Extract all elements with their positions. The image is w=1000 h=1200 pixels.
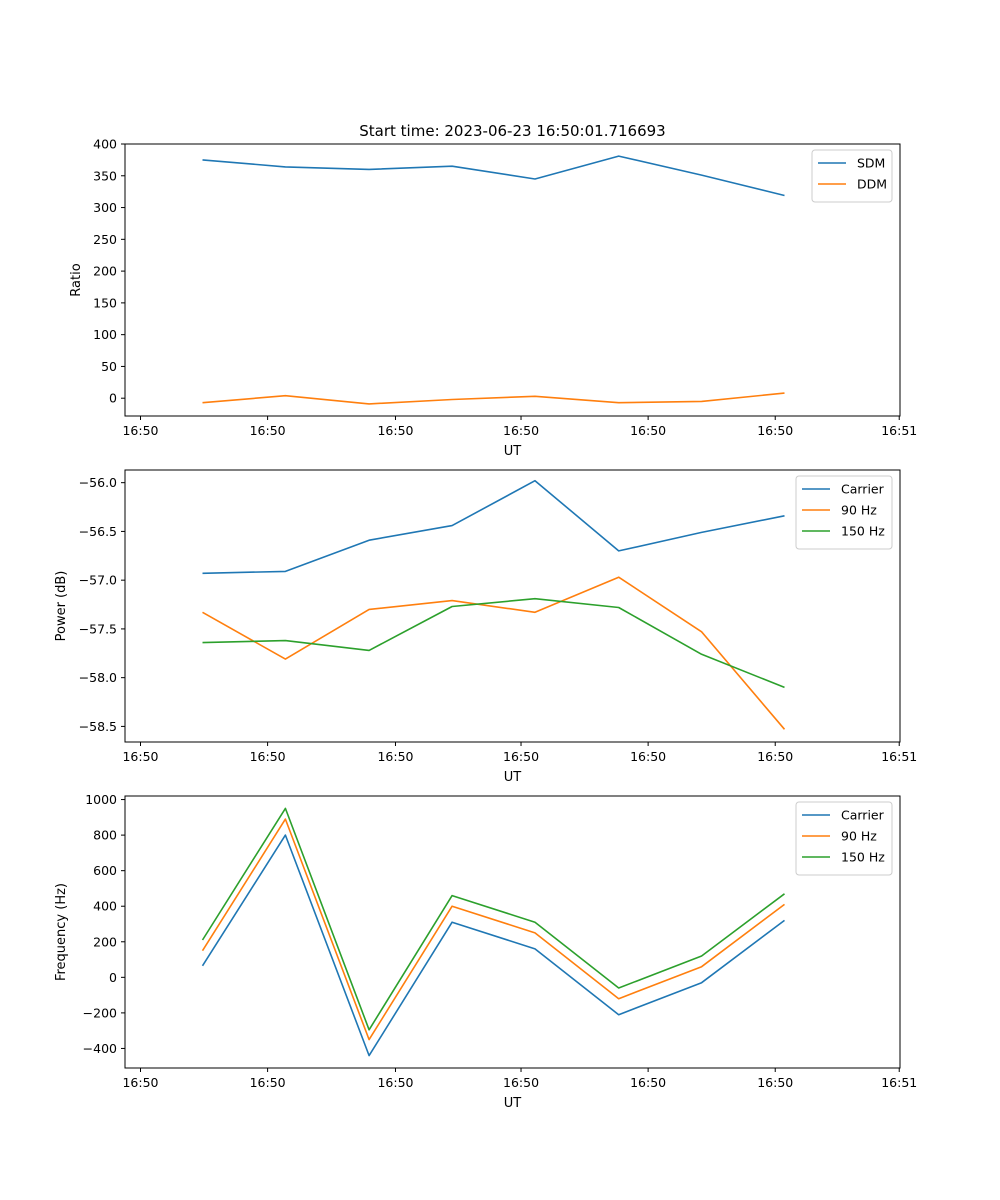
- x-tick-label: 16:50: [250, 749, 286, 764]
- x-tick-label: 16:50: [377, 749, 413, 764]
- x-tick-label: 16:50: [250, 423, 286, 438]
- legend-entry: Carrier: [841, 482, 885, 497]
- legend: Carrier 90 Hz 150 Hz: [795, 475, 893, 550]
- y-tick-label: 100: [93, 327, 117, 342]
- y-tick-label: −56.5: [79, 524, 117, 539]
- y-tick-label: 200: [93, 934, 117, 949]
- x-tick-label: 16:50: [122, 749, 158, 764]
- series-line-ddm: [202, 392, 785, 405]
- x-tick-label: 16:50: [377, 423, 413, 438]
- x-tick-label: 16:51: [881, 1075, 917, 1090]
- y-tick-label: 200: [93, 264, 117, 279]
- subplot-1: 16:50 16:50 16:50 16:50 16:50 16:50 16:51 0 50 10…: [69, 137, 917, 460]
- axes-frame: [124, 143, 901, 417]
- y-tick-label: 400: [93, 899, 117, 914]
- figure-title: Start time: 2023-06-23 16:50:01.716693: [359, 122, 665, 140]
- y-tick-label: −57.5: [79, 621, 117, 636]
- y-tick-label: 350: [93, 168, 117, 183]
- x-tick-label: 16:50: [757, 423, 793, 438]
- subplots: 16:50 16:50 16:50 16:50 16:50 16:50 16:51 0 50 10…: [54, 137, 917, 1112]
- legend-entry: DDM: [857, 177, 887, 192]
- y-axis-label: Frequency (Hz): [54, 883, 69, 981]
- x-tick-label: 16:50: [630, 423, 666, 438]
- x-tick-label: 16:50: [757, 1075, 793, 1090]
- y-tick-label: −57.0: [79, 573, 117, 588]
- x-tick-label: 16:50: [250, 1075, 286, 1090]
- y-tick-label: −58.0: [79, 670, 117, 685]
- y-axis-label: Power (dB): [54, 571, 69, 642]
- legend-entry: SDM: [857, 156, 885, 171]
- legend: SDM DDM: [811, 149, 893, 203]
- y-tick-label: 1000: [85, 792, 117, 807]
- x-tick-label: 16:50: [377, 1075, 413, 1090]
- y-tick-label: 300: [93, 200, 117, 215]
- legend-entry: 150 Hz: [841, 850, 885, 865]
- x-tick-label: 16:51: [881, 423, 917, 438]
- series-line-carrier: [201, 834, 785, 1057]
- series-line-150-hz: [201, 807, 785, 1031]
- x-axis-label: UT: [504, 1096, 522, 1111]
- x-tick-label: 16:51: [881, 749, 917, 764]
- series-line-90-hz: [201, 818, 785, 1041]
- y-tick-label: 150: [93, 295, 117, 310]
- axes-frame: [124, 469, 901, 743]
- legend-entry: 90 Hz: [841, 503, 877, 518]
- y-tick-label: −200: [83, 1005, 117, 1020]
- y-tick-label: 0: [109, 391, 117, 406]
- y-tick-label: −400: [83, 1041, 117, 1056]
- legend-entry: 90 Hz: [841, 829, 877, 844]
- y-tick-label: −56.0: [79, 475, 117, 490]
- series-line-150-hz: [202, 597, 785, 689]
- x-axis-label: UT: [504, 444, 522, 459]
- subplot-3: 16:50 16:50 16:50 16:50 16:50 16:50 16:51 −400 −…: [54, 792, 917, 1111]
- y-tick-label: 50: [101, 359, 117, 374]
- legend-entry: Carrier: [841, 808, 885, 823]
- x-tick-label: 16:50: [503, 1075, 539, 1090]
- subplot-2: 16:50 16:50 16:50 16:50 16:50 16:50 16:51 −58.5…: [54, 469, 917, 785]
- y-tick-label: 800: [93, 828, 117, 843]
- x-tick-label: 16:50: [757, 749, 793, 764]
- y-tick-label: 600: [93, 863, 117, 878]
- axes-frame: [124, 795, 901, 1069]
- y-tick-label: 400: [93, 137, 117, 152]
- series-line-carrier: [202, 479, 785, 575]
- y-tick-label: −58.5: [79, 719, 117, 734]
- legend-entry: 150 Hz: [841, 524, 885, 539]
- y-axis-label: Ratio: [69, 263, 84, 296]
- x-axis-label: UT: [504, 770, 522, 785]
- y-tick-label: 250: [93, 232, 117, 247]
- series-line-sdm: [202, 155, 785, 197]
- x-tick-label: 16:50: [122, 423, 158, 438]
- x-tick-label: 16:50: [630, 1075, 666, 1090]
- x-tick-label: 16:50: [503, 749, 539, 764]
- y-tick-label: 0: [109, 970, 117, 985]
- legend: Carrier 90 Hz 150 Hz: [795, 801, 893, 876]
- x-tick-label: 16:50: [503, 423, 539, 438]
- x-tick-label: 16:50: [630, 749, 666, 764]
- series-line-90-hz: [202, 576, 786, 730]
- x-tick-label: 16:50: [122, 1075, 158, 1090]
